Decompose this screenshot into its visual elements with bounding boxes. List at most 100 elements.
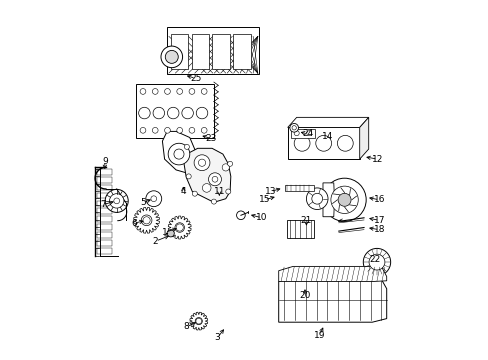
Circle shape bbox=[363, 248, 390, 276]
Bar bbox=[97, 169, 112, 175]
Polygon shape bbox=[168, 216, 191, 239]
Text: 22: 22 bbox=[368, 256, 380, 264]
Circle shape bbox=[222, 164, 229, 171]
Bar bbox=[97, 185, 112, 190]
Circle shape bbox=[164, 89, 170, 94]
Bar bbox=[284, 185, 313, 191]
Circle shape bbox=[201, 89, 206, 94]
Bar bbox=[291, 129, 314, 138]
Circle shape bbox=[208, 173, 221, 186]
Circle shape bbox=[212, 176, 218, 182]
Circle shape bbox=[211, 199, 216, 204]
Circle shape bbox=[167, 230, 174, 237]
Bar bbox=[97, 224, 112, 230]
Text: 8: 8 bbox=[183, 323, 189, 331]
Circle shape bbox=[291, 126, 296, 130]
Circle shape bbox=[140, 89, 145, 94]
Text: 21: 21 bbox=[300, 216, 311, 225]
Circle shape bbox=[192, 191, 197, 196]
Text: 16: 16 bbox=[373, 195, 385, 204]
Text: 6: 6 bbox=[131, 219, 137, 228]
Circle shape bbox=[145, 191, 162, 207]
Circle shape bbox=[142, 217, 150, 224]
Polygon shape bbox=[189, 312, 207, 330]
Circle shape bbox=[315, 135, 331, 151]
Text: 7: 7 bbox=[101, 200, 106, 209]
Text: 1: 1 bbox=[162, 228, 168, 237]
Circle shape bbox=[368, 254, 384, 270]
Circle shape bbox=[177, 89, 182, 94]
Bar bbox=[167, 27, 258, 74]
Text: 20: 20 bbox=[299, 292, 310, 300]
Circle shape bbox=[194, 155, 209, 171]
Text: 10: 10 bbox=[256, 213, 267, 222]
Circle shape bbox=[330, 186, 358, 213]
Polygon shape bbox=[278, 278, 386, 322]
Circle shape bbox=[227, 161, 232, 166]
Circle shape bbox=[140, 127, 145, 133]
Circle shape bbox=[186, 174, 191, 179]
Circle shape bbox=[105, 189, 128, 212]
Text: 5: 5 bbox=[140, 198, 145, 207]
Bar bbox=[233, 34, 250, 69]
Circle shape bbox=[306, 131, 311, 136]
Circle shape bbox=[196, 318, 201, 324]
Circle shape bbox=[289, 123, 298, 132]
Bar bbox=[97, 240, 112, 246]
Circle shape bbox=[322, 178, 366, 221]
Bar bbox=[97, 216, 112, 222]
Polygon shape bbox=[162, 131, 194, 174]
Circle shape bbox=[167, 107, 179, 119]
Circle shape bbox=[164, 127, 170, 133]
Circle shape bbox=[189, 127, 194, 133]
Bar bbox=[97, 201, 112, 206]
Bar bbox=[97, 232, 112, 238]
Circle shape bbox=[175, 223, 184, 232]
Circle shape bbox=[202, 184, 211, 192]
Text: 15: 15 bbox=[258, 195, 269, 204]
Polygon shape bbox=[278, 266, 386, 282]
Text: 14: 14 bbox=[322, 132, 333, 140]
Text: 18: 18 bbox=[373, 225, 385, 234]
Circle shape bbox=[161, 46, 182, 68]
Bar bbox=[287, 127, 359, 159]
Circle shape bbox=[139, 107, 150, 119]
Polygon shape bbox=[359, 117, 368, 159]
Circle shape bbox=[198, 159, 205, 166]
Circle shape bbox=[189, 89, 194, 94]
Circle shape bbox=[177, 127, 182, 133]
Bar bbox=[170, 34, 187, 69]
Circle shape bbox=[165, 50, 178, 63]
Text: 23: 23 bbox=[205, 134, 217, 143]
Polygon shape bbox=[133, 207, 159, 233]
Circle shape bbox=[152, 89, 158, 94]
Circle shape bbox=[152, 127, 158, 133]
Polygon shape bbox=[183, 145, 230, 202]
Text: 25: 25 bbox=[190, 74, 201, 83]
Circle shape bbox=[337, 193, 350, 206]
Circle shape bbox=[195, 318, 202, 325]
Circle shape bbox=[151, 196, 156, 202]
Text: 4: 4 bbox=[180, 187, 186, 196]
Bar bbox=[97, 248, 112, 254]
Circle shape bbox=[306, 188, 327, 210]
Circle shape bbox=[182, 107, 193, 119]
Circle shape bbox=[337, 135, 352, 151]
Circle shape bbox=[153, 107, 164, 119]
Bar bbox=[97, 177, 112, 183]
Text: 17: 17 bbox=[373, 216, 385, 225]
Bar bbox=[212, 34, 229, 69]
Bar bbox=[97, 193, 112, 198]
Circle shape bbox=[225, 189, 230, 194]
Bar bbox=[97, 208, 112, 214]
Circle shape bbox=[174, 149, 183, 159]
Circle shape bbox=[201, 127, 206, 133]
Text: 13: 13 bbox=[264, 187, 276, 196]
Circle shape bbox=[294, 135, 309, 151]
Circle shape bbox=[236, 211, 244, 220]
Circle shape bbox=[294, 131, 299, 136]
Text: 11: 11 bbox=[213, 187, 224, 196]
Polygon shape bbox=[322, 183, 334, 217]
Circle shape bbox=[141, 215, 152, 226]
Text: 2: 2 bbox=[152, 237, 158, 246]
